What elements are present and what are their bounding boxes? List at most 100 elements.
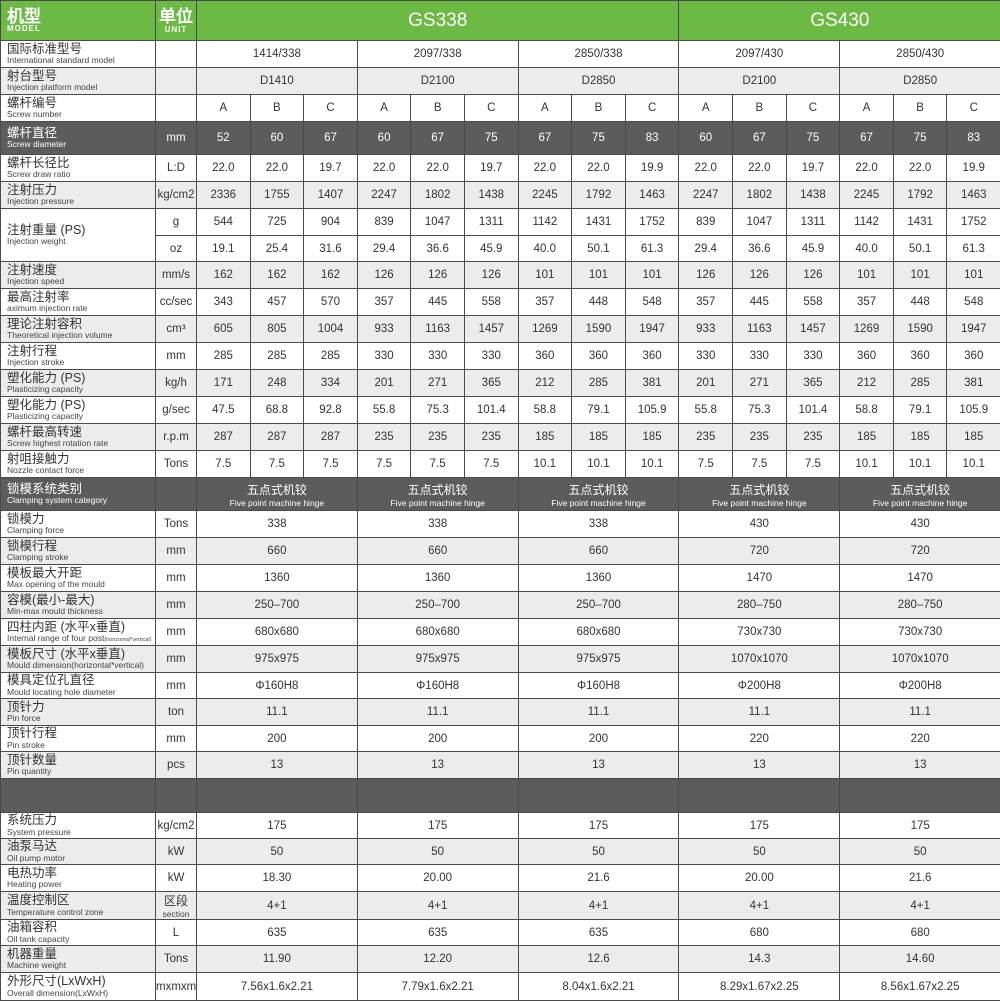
- table-row: 模板尺寸 (水平x垂直)Mould dimension(horizontal*v…: [1, 646, 1000, 673]
- model-header-cn: 机型: [7, 8, 155, 25]
- value-cell: 67: [840, 122, 894, 155]
- value-cell: 10.1: [893, 451, 947, 478]
- value-cell: 904: [304, 209, 358, 236]
- value-cell: 11.90: [197, 946, 358, 973]
- value-cell: 1414/338: [197, 41, 358, 68]
- value-cell: 448: [572, 289, 626, 316]
- value-cell: 287: [304, 424, 358, 451]
- value-cell: 730x730: [840, 619, 1000, 646]
- value-cell: 680x680: [518, 619, 679, 646]
- value-cell: 101: [572, 262, 626, 289]
- value-cell: 338: [357, 511, 518, 538]
- value-cell: C: [625, 95, 679, 122]
- unit-cell: oz: [156, 236, 197, 262]
- value-cell: 7.5: [786, 451, 840, 478]
- value-cell: 7.56x1.6x2.21: [197, 973, 358, 1001]
- unit-cell: mm: [156, 646, 197, 673]
- value-cell: 58.8: [518, 397, 572, 424]
- value-cell: 10.1: [947, 451, 1000, 478]
- value-cell: Φ160H8: [518, 673, 679, 699]
- value-cell: 171: [197, 370, 251, 397]
- value-cell: 1431: [893, 209, 947, 236]
- unit-cell: L: [156, 920, 197, 946]
- value-cell: 285: [304, 343, 358, 370]
- value-cell: B: [893, 95, 947, 122]
- value-cell: 445: [733, 289, 787, 316]
- value-cell: 200: [518, 726, 679, 752]
- value-cell: 548: [625, 289, 679, 316]
- value-cell: 50: [679, 839, 840, 865]
- row-label-en-text: Pin quantity: [7, 766, 51, 776]
- value-cell: 47.5: [197, 397, 251, 424]
- value-cell: 50: [197, 839, 358, 865]
- value-cell: A: [679, 95, 733, 122]
- value-cell: 4+1: [679, 892, 840, 920]
- value-cell: 1407: [304, 182, 358, 209]
- value-cell: [357, 779, 518, 813]
- unit-cell: ton: [156, 699, 197, 726]
- value-cn: 五点式机铰: [519, 481, 679, 498]
- value-cell: 1457: [464, 316, 518, 343]
- value-cell: 14.3: [679, 946, 840, 973]
- value-cell: 285: [893, 370, 947, 397]
- value-cell: 1590: [893, 316, 947, 343]
- unit-cell: mxmxm: [156, 973, 197, 1001]
- value-cell: 271: [733, 370, 787, 397]
- value-cell: 1463: [625, 182, 679, 209]
- unit-cell: kg/h: [156, 370, 197, 397]
- row-label-en: Overall dimension(LxWxH): [7, 989, 155, 998]
- value-cell: 10.1: [572, 451, 626, 478]
- header-row: 机型 MODEL 单位 UNIT GS338 GS430: [1, 1, 1000, 41]
- value-cell: 21.6: [518, 865, 679, 892]
- value-cell: 360: [572, 343, 626, 370]
- value-cell: 558: [786, 289, 840, 316]
- value-cell: A: [518, 95, 572, 122]
- row-label-en-note: (horizontal*vertical): [104, 637, 151, 643]
- value-cell: 162: [304, 262, 358, 289]
- value-cell: 235: [411, 424, 465, 451]
- value-cell: 660: [197, 538, 358, 565]
- value-cell: B: [733, 95, 787, 122]
- value-cell: 430: [679, 511, 840, 538]
- row-label: 模板尺寸 (水平x垂直)Mould dimension(horizontal*v…: [1, 646, 156, 673]
- unit-cell: mm: [156, 673, 197, 699]
- value-cell: 975x975: [197, 646, 358, 673]
- value-cell: 105.9: [625, 397, 679, 424]
- value-cell: 61.3: [625, 236, 679, 262]
- value-cell: 20.00: [357, 865, 518, 892]
- value-cell: C: [786, 95, 840, 122]
- value-cell: B: [411, 95, 465, 122]
- value-cell: 4+1: [518, 892, 679, 920]
- value-cell: 22.0: [893, 155, 947, 182]
- value-cell: 2247: [679, 182, 733, 209]
- value-cell: 1470: [840, 565, 1000, 592]
- value-cell: 22.0: [357, 155, 411, 182]
- row-label-en: Plasticizing capacity: [7, 412, 155, 421]
- value-cell: 11.1: [518, 699, 679, 726]
- value-cell: 11.1: [357, 699, 518, 726]
- value-cell: Φ160H8: [197, 673, 358, 699]
- value-cell: A: [357, 95, 411, 122]
- value-cell: 7.79x1.6x2.21: [357, 973, 518, 1001]
- value-cell: 7.5: [197, 451, 251, 478]
- unit-cell: Tons: [156, 451, 197, 478]
- value-cell: 22.0: [679, 155, 733, 182]
- value-cell: 1142: [840, 209, 894, 236]
- value-cell: 1311: [786, 209, 840, 236]
